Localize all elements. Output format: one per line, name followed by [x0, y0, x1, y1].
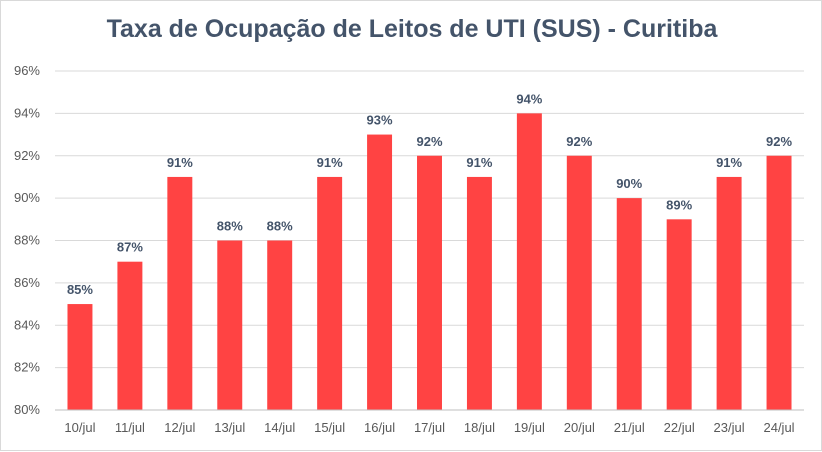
data-label: 89%: [666, 197, 692, 212]
x-tick-label: 17/jul: [414, 420, 445, 435]
data-label: 91%: [466, 155, 492, 170]
data-label: 91%: [167, 155, 193, 170]
y-tick-label: 86%: [14, 275, 40, 290]
x-tick-label: 16/jul: [364, 420, 395, 435]
x-tick-label: 13/jul: [214, 420, 245, 435]
y-tick-label: 94%: [14, 105, 40, 120]
y-tick-label: 80%: [14, 402, 40, 417]
y-tick-label: 88%: [14, 233, 40, 248]
bar: [267, 240, 293, 410]
bar: [466, 176, 492, 410]
data-label: 92%: [566, 134, 592, 149]
y-tick-label: 96%: [14, 63, 40, 78]
chart-title: Taxa de Ocupação de Leitos de UTI (SUS) …: [106, 15, 718, 43]
y-tick-label: 82%: [14, 360, 40, 375]
data-label: 92%: [766, 134, 792, 149]
data-labels: 85% 87% 91% 88% 88% 91% 93% 92% 91% 94% 92% 90% 89% 9…: [67, 91, 793, 297]
x-tick-label: 22/jul: [664, 420, 695, 435]
data-label: 94%: [516, 91, 542, 106]
y-axis: 80% 82% 84% 86% 88% 90% 92% 94% 96%: [14, 63, 40, 417]
data-label: 92%: [416, 134, 442, 149]
x-tick-label: 10/jul: [64, 420, 95, 435]
x-tick-label: 14/jul: [264, 420, 295, 435]
bar: [317, 176, 343, 410]
y-tick-label: 90%: [14, 190, 40, 205]
x-tick-label: 19/jul: [514, 420, 545, 435]
bar: [217, 240, 243, 410]
bar: [516, 113, 542, 410]
bar: [616, 198, 642, 410]
data-label: 88%: [267, 219, 293, 234]
x-tick-label: 20/jul: [564, 420, 595, 435]
bar: [367, 134, 393, 410]
bar: [566, 155, 592, 410]
bar: [716, 176, 742, 410]
x-tick-label: 15/jul: [314, 420, 345, 435]
x-tick-label: 12/jul: [164, 420, 195, 435]
x-tick-label: 23/jul: [714, 420, 745, 435]
data-label: 85%: [67, 282, 93, 297]
y-tick-label: 84%: [14, 317, 40, 332]
x-tick-label: 11/jul: [115, 420, 145, 435]
x-tick-label: 18/jul: [464, 420, 495, 435]
x-tick-label: 21/jul: [614, 420, 645, 435]
data-label: 91%: [716, 155, 742, 170]
bar: [666, 219, 692, 410]
x-axis: 10/jul 11/jul 12/jul 13/jul 14/jul 15/jul 16/j…: [55, 409, 804, 435]
bar: [67, 304, 93, 410]
data-label: 88%: [217, 219, 243, 234]
bar: [417, 155, 442, 410]
bar: [167, 176, 193, 410]
data-label: 90%: [616, 176, 642, 191]
x-tick-label: 24/jul: [763, 420, 794, 435]
y-tick-label: 92%: [14, 148, 40, 163]
bar: [766, 155, 792, 410]
data-label: 93%: [367, 113, 393, 128]
data-label: 87%: [117, 240, 143, 255]
bar: [117, 261, 143, 410]
bars: [67, 113, 792, 410]
data-label: 91%: [317, 155, 343, 170]
